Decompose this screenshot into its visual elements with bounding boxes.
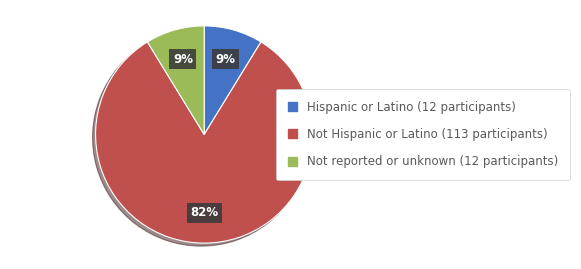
Text: 9%: 9% [216, 53, 235, 66]
Text: 82%: 82% [190, 206, 218, 219]
Wedge shape [95, 42, 313, 243]
Legend: Hispanic or Latino (12 participants), Not Hispanic or Latino (113 participants),: Hispanic or Latino (12 participants), No… [276, 89, 569, 180]
Wedge shape [148, 26, 204, 134]
Wedge shape [204, 26, 261, 134]
Text: 9%: 9% [173, 53, 193, 66]
